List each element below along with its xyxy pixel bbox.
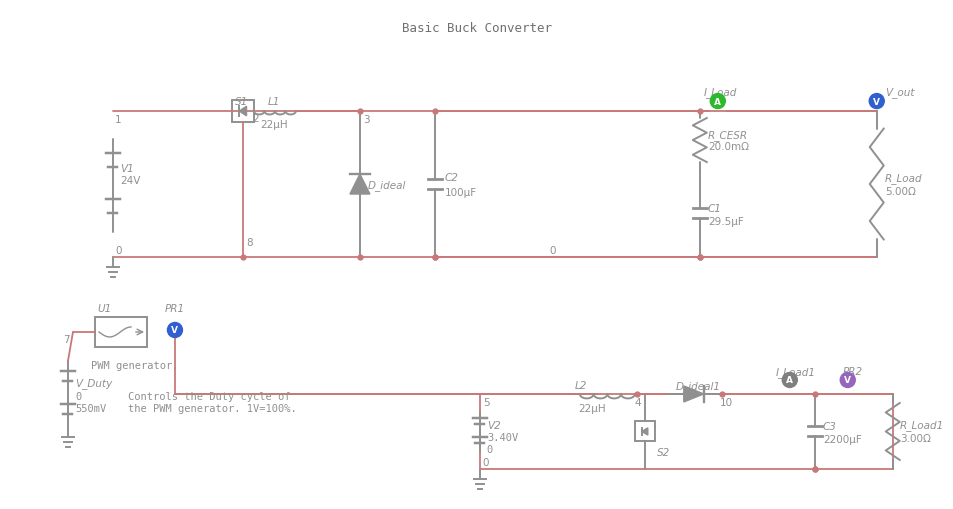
Circle shape [168, 323, 182, 338]
Polygon shape [239, 107, 246, 117]
Text: 22μH: 22μH [259, 120, 287, 130]
Text: 8: 8 [246, 238, 253, 247]
Text: 3.40V: 3.40V [486, 432, 517, 442]
Text: 3.00Ω: 3.00Ω [899, 434, 929, 443]
Text: Basic Buck Converter: Basic Buck Converter [401, 21, 551, 35]
Text: 0: 0 [486, 444, 493, 454]
Text: 10: 10 [719, 397, 732, 407]
Text: A: A [714, 97, 720, 106]
Text: 1: 1 [115, 115, 121, 125]
Circle shape [868, 94, 883, 109]
Polygon shape [350, 175, 370, 194]
Text: L2: L2 [575, 380, 587, 390]
Text: L1: L1 [268, 97, 280, 107]
Text: PR1: PR1 [165, 303, 185, 314]
Text: S1: S1 [234, 97, 248, 107]
Text: 2: 2 [252, 114, 258, 124]
Text: I_Load1: I_Load1 [775, 366, 815, 377]
Text: PWM generator.: PWM generator. [91, 360, 178, 370]
Text: A: A [785, 376, 793, 385]
Circle shape [710, 94, 724, 109]
Text: 24V: 24V [120, 176, 140, 186]
Text: Controls the Duty cycle of: Controls the Duty cycle of [128, 391, 290, 401]
Text: 3: 3 [362, 115, 369, 125]
Text: 7: 7 [63, 334, 70, 344]
Text: D_ideal1: D_ideal1 [675, 380, 720, 391]
Text: 100μF: 100μF [444, 188, 476, 197]
Text: R_Load1: R_Load1 [899, 419, 943, 431]
Text: 0: 0 [549, 245, 556, 256]
Text: 2200μF: 2200μF [821, 435, 861, 444]
Text: I_Load: I_Load [703, 87, 737, 98]
Text: 4: 4 [634, 397, 640, 407]
Text: C2: C2 [444, 173, 458, 183]
Text: PR2: PR2 [841, 366, 862, 376]
Text: the PWM generator. 1V=100%.: the PWM generator. 1V=100%. [128, 403, 296, 413]
Bar [95, 317, 147, 347]
Circle shape [840, 373, 854, 388]
Text: V1: V1 [120, 164, 133, 174]
Text: R_Load: R_Load [883, 173, 922, 184]
Text: V2: V2 [486, 420, 500, 430]
Text: V: V [872, 97, 880, 106]
Text: 29.5μF: 29.5μF [707, 217, 742, 227]
Text: 5.00Ω: 5.00Ω [883, 187, 915, 196]
Text: D_ideal: D_ideal [368, 180, 406, 190]
Polygon shape [641, 428, 647, 435]
Text: V: V [172, 326, 178, 335]
Text: 22μH: 22μH [578, 403, 605, 413]
Circle shape [781, 373, 797, 388]
Polygon shape [683, 386, 703, 402]
Bar [634, 421, 654, 442]
Text: 0: 0 [482, 457, 489, 467]
Text: 0: 0 [75, 391, 81, 401]
Text: V_Duty: V_Duty [75, 377, 112, 388]
Text: 0: 0 [115, 245, 121, 256]
Text: V_out: V_out [883, 87, 913, 98]
Text: S2: S2 [656, 447, 669, 457]
Text: 5: 5 [482, 397, 489, 407]
Text: 20.0mΩ: 20.0mΩ [707, 142, 748, 152]
Text: C1: C1 [707, 204, 720, 214]
Text: 550mV: 550mV [75, 403, 106, 413]
Text: C3: C3 [821, 421, 836, 432]
Text: U1: U1 [97, 303, 112, 314]
Bar [232, 101, 253, 123]
Text: V: V [843, 376, 850, 385]
Text: R_CESR: R_CESR [707, 130, 747, 140]
